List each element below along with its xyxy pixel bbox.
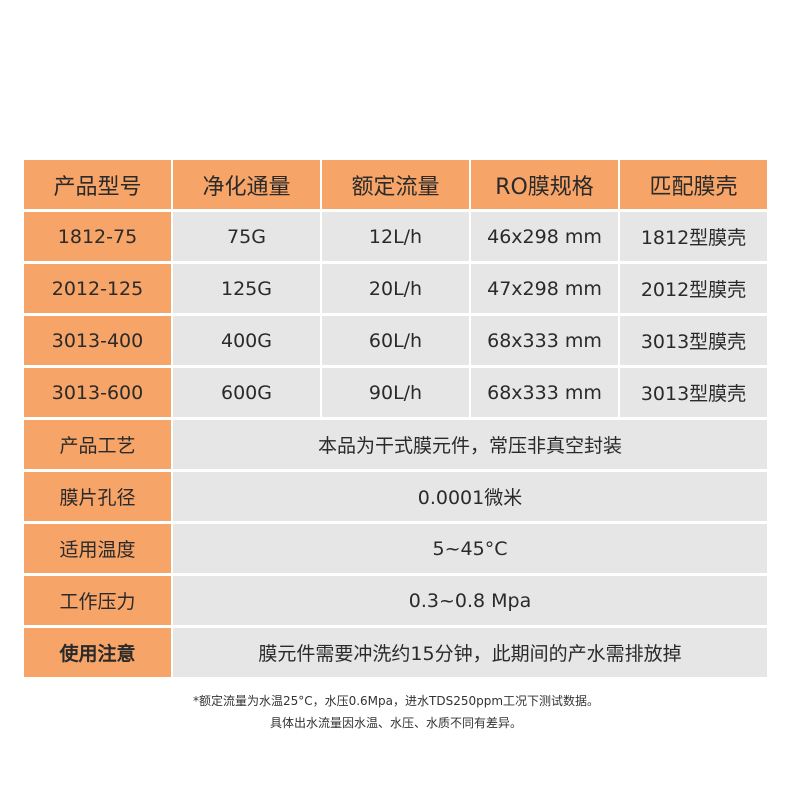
- table-cell-model: 3013-600: [24, 368, 171, 417]
- header-flow: 额定流量: [322, 160, 469, 209]
- spec-label-pressure: 工作压力: [24, 576, 171, 625]
- table-cell-ro-spec: 46x298 mm: [471, 212, 618, 261]
- table-cell-flux: 600G: [173, 368, 320, 417]
- table-cell-ro-spec: 68x333 mm: [471, 316, 618, 365]
- table-cell-housing: 2012型膜壳: [620, 264, 767, 313]
- spec-value-process: 本品为干式膜元件，常压非真空封装: [173, 420, 767, 469]
- table-cell-flux: 75G: [173, 212, 320, 261]
- table-cell-ro-spec: 47x298 mm: [471, 264, 618, 313]
- spec-value-pressure: 0.3~0.8 Mpa: [173, 576, 767, 625]
- table-cell-model: 2012-125: [24, 264, 171, 313]
- spec-value-usage-notice: 膜元件需要冲洗约15分钟，此期间的产水需排放掉: [173, 628, 767, 677]
- spec-value-pore-size: 0.0001微米: [173, 472, 767, 521]
- table-cell-flow: 20L/h: [322, 264, 469, 313]
- table-cell-flux: 400G: [173, 316, 320, 365]
- table-cell-housing: 3013型膜壳: [620, 368, 767, 417]
- spec-table: 产品型号 净化通量 额定流量 RO膜规格 匹配膜壳 1812-75 75G 12…: [24, 160, 767, 677]
- table-cell-flow: 60L/h: [322, 316, 469, 365]
- header-flux: 净化通量: [173, 160, 320, 209]
- table-cell-flow: 90L/h: [322, 368, 469, 417]
- footnote-line-1: *额定流量为水温25°C，水压0.6Mpa，进水TDS250ppm工况下测试数据…: [192, 694, 600, 708]
- table-cell-flux: 125G: [173, 264, 320, 313]
- header-model: 产品型号: [24, 160, 171, 209]
- spec-label-process: 产品工艺: [24, 420, 171, 469]
- footnote-line-2: 具体出水流量因水温、水压、水质不同有差异。: [269, 716, 522, 730]
- spec-label-temperature: 适用温度: [24, 524, 171, 573]
- table-cell-flow: 12L/h: [322, 212, 469, 261]
- table-cell-ro-spec: 68x333 mm: [471, 368, 618, 417]
- spec-label-usage-notice: 使用注意: [24, 628, 171, 677]
- table-cell-housing: 1812型膜壳: [620, 212, 767, 261]
- table-cell-model: 1812-75: [24, 212, 171, 261]
- table-cell-housing: 3013型膜壳: [620, 316, 767, 365]
- spec-value-temperature: 5~45°C: [173, 524, 767, 573]
- footnotes: *额定流量为水温25°C，水压0.6Mpa，进水TDS250ppm工况下测试数据…: [0, 690, 792, 734]
- spec-label-pore-size: 膜片孔径: [24, 472, 171, 521]
- table-cell-model: 3013-400: [24, 316, 171, 365]
- header-housing: 匹配膜壳: [620, 160, 767, 209]
- header-ro-spec: RO膜规格: [471, 160, 618, 209]
